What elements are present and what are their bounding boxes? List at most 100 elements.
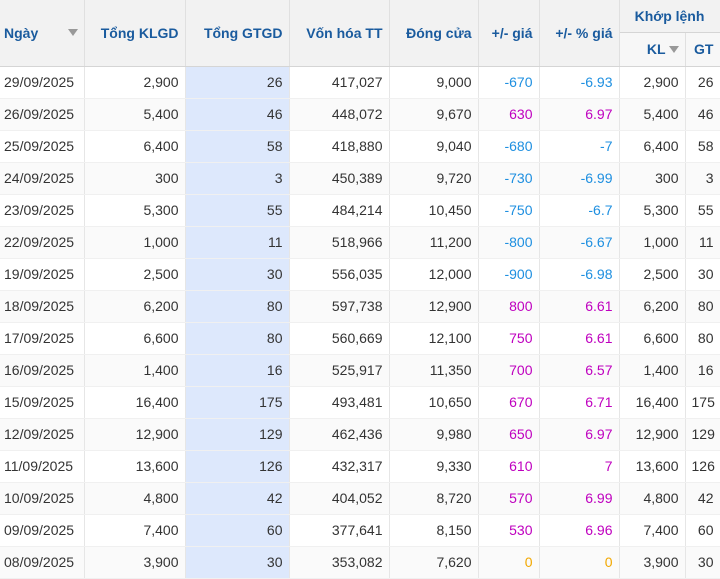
cell-matched-value: 126 <box>685 450 720 483</box>
cell-matched-volume: 3,900 <box>619 546 686 579</box>
cell-market-cap: 404,052 <box>289 482 390 515</box>
header-matched-group: Khớp lệnh <box>619 0 720 33</box>
header-change[interactable]: +/- giá <box>478 0 540 67</box>
cell-matched-value: 80 <box>685 322 720 355</box>
cell-matched-volume: 12,900 <box>619 418 686 451</box>
cell-matched-value: 30 <box>685 258 720 291</box>
cell-market-cap: 525,917 <box>289 354 390 387</box>
cell-market-cap: 556,035 <box>289 258 390 291</box>
cell-change: 700 <box>478 354 540 387</box>
cell-close: 12,000 <box>389 258 479 291</box>
sort-down-icon[interactable] <box>668 45 679 53</box>
header-date-label: Ngày <box>4 24 39 41</box>
cell-close: 7,620 <box>389 546 479 579</box>
cell-total-volume: 1,400 <box>84 354 186 387</box>
cell-total-volume: 16,400 <box>84 386 186 419</box>
cell-change: -680 <box>478 130 540 163</box>
cell-total-value: 129 <box>185 418 290 451</box>
cell-matched-volume: 2,900 <box>619 66 686 99</box>
cell-close: 12,900 <box>389 290 479 323</box>
cell-change-pct: 6.61 <box>539 322 620 355</box>
cell-total-value: 11 <box>185 226 290 259</box>
sort-down-icon[interactable] <box>67 29 78 37</box>
cell-total-volume: 6,200 <box>84 290 186 323</box>
header-matched-volume[interactable]: KL <box>619 32 686 67</box>
cell-change: 750 <box>478 322 540 355</box>
cell-matched-volume: 13,600 <box>619 450 686 483</box>
cell-date: 19/09/2025 <box>0 258 85 291</box>
cell-close: 8,150 <box>389 514 479 547</box>
cell-total-volume: 6,600 <box>84 322 186 355</box>
table-row: 16/09/2025 1,400 16 525,917 11,350 700 6.57 1,4… <box>0 354 720 387</box>
cell-close: 12,100 <box>389 322 479 355</box>
cell-total-volume: 12,900 <box>84 418 186 451</box>
cell-change: -750 <box>478 194 540 227</box>
table-row: 29/09/2025 2,900 26 417,027 9,000 -670 -6.93 2,… <box>0 66 720 99</box>
cell-matched-value: 80 <box>685 290 720 323</box>
header-date[interactable]: Ngày <box>0 0 85 67</box>
cell-date: 09/09/2025 <box>0 514 85 547</box>
cell-change: 610 <box>478 450 540 483</box>
cell-total-value: 80 <box>185 322 290 355</box>
cell-change-pct: -6.67 <box>539 226 620 259</box>
cell-date: 08/09/2025 <box>0 546 85 579</box>
cell-matched-volume: 1,000 <box>619 226 686 259</box>
cell-change-pct: -6.93 <box>539 66 620 99</box>
cell-date: 15/09/2025 <box>0 386 85 419</box>
cell-date: 10/09/2025 <box>0 482 85 515</box>
header-close[interactable]: Đóng cửa <box>389 0 479 67</box>
table-row: 23/09/2025 5,300 55 484,214 10,450 -750 -6.7 5,… <box>0 194 720 227</box>
cell-matched-volume: 1,400 <box>619 354 686 387</box>
cell-matched-volume: 5,300 <box>619 194 686 227</box>
cell-matched-volume: 6,200 <box>619 290 686 323</box>
cell-change: -670 <box>478 66 540 99</box>
cell-total-volume: 5,400 <box>84 98 186 131</box>
cell-close: 11,350 <box>389 354 479 387</box>
cell-date: 22/09/2025 <box>0 226 85 259</box>
cell-total-value: 60 <box>185 514 290 547</box>
cell-change: 570 <box>478 482 540 515</box>
cell-change-pct: -6.98 <box>539 258 620 291</box>
header-total-volume[interactable]: Tổng KLGD <box>84 0 186 67</box>
cell-matched-volume: 4,800 <box>619 482 686 515</box>
table-row: 24/09/2025 300 3 450,389 9,720 -730 -6.99 300 3 <box>0 162 720 195</box>
cell-close: 10,650 <box>389 386 479 419</box>
cell-matched-value: 175 <box>685 386 720 419</box>
header-matched-value[interactable]: GT <box>685 32 720 67</box>
cell-date: 17/09/2025 <box>0 322 85 355</box>
cell-market-cap: 448,072 <box>289 98 390 131</box>
cell-market-cap: 417,027 <box>289 66 390 99</box>
cell-close: 11,200 <box>389 226 479 259</box>
cell-matched-volume: 5,400 <box>619 98 686 131</box>
cell-change-pct: -6.7 <box>539 194 620 227</box>
cell-total-value: 16 <box>185 354 290 387</box>
cell-date: 24/09/2025 <box>0 162 85 195</box>
cell-total-volume: 2,500 <box>84 258 186 291</box>
cell-close: 10,450 <box>389 194 479 227</box>
cell-date: 18/09/2025 <box>0 290 85 323</box>
header-total-value[interactable]: Tổng GTGD <box>185 0 290 67</box>
cell-close: 9,000 <box>389 66 479 99</box>
cell-total-value: 26 <box>185 66 290 99</box>
cell-change-pct: 6.97 <box>539 98 620 131</box>
cell-matched-value: 11 <box>685 226 720 259</box>
table-row: 19/09/2025 2,500 30 556,035 12,000 -900 -6.98 2… <box>0 258 720 291</box>
cell-change: -800 <box>478 226 540 259</box>
cell-total-volume: 1,000 <box>84 226 186 259</box>
cell-total-value: 3 <box>185 162 290 195</box>
cell-change-pct: 7 <box>539 450 620 483</box>
cell-matched-volume: 16,400 <box>619 386 686 419</box>
table-row: 22/09/2025 1,000 11 518,966 11,200 -800 -6.67 1… <box>0 226 720 259</box>
table-row: 26/09/2025 5,400 46 448,072 9,670 630 6.97 5,40… <box>0 98 720 131</box>
header-change-pct[interactable]: +/- % giá <box>539 0 620 67</box>
cell-matched-value: 129 <box>685 418 720 451</box>
cell-close: 9,670 <box>389 98 479 131</box>
cell-total-volume: 6,400 <box>84 130 186 163</box>
cell-matched-value: 26 <box>685 66 720 99</box>
cell-date: 23/09/2025 <box>0 194 85 227</box>
cell-total-value: 42 <box>185 482 290 515</box>
cell-date: 26/09/2025 <box>0 98 85 131</box>
cell-total-value: 58 <box>185 130 290 163</box>
header-market-cap[interactable]: Vốn hóa TT <box>289 0 390 67</box>
table-row: 08/09/2025 3,900 30 353,082 7,620 0 0 3,900 30 <box>0 546 720 579</box>
